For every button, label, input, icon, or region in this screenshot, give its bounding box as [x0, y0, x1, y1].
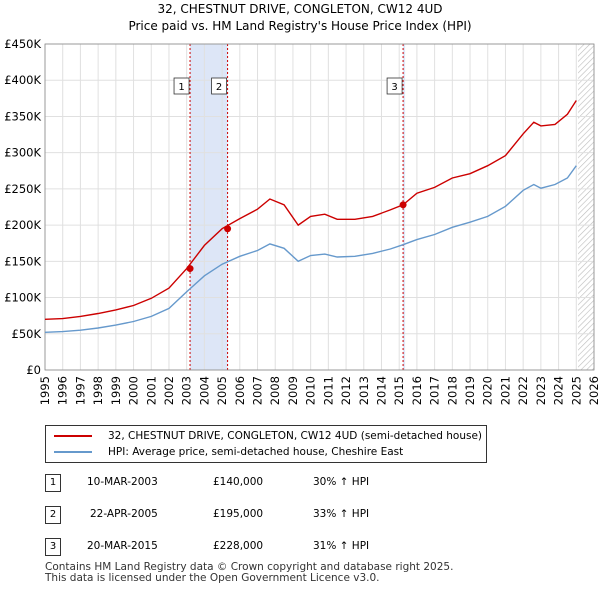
x-tick-label: 2007	[251, 376, 265, 405]
y-tick-label: £150K	[4, 254, 41, 268]
transaction-date: 20-MAR-2015	[87, 540, 158, 552]
x-tick-label: 2026	[587, 376, 600, 405]
footer-copyright: Contains HM Land Registry data © Crown c…	[45, 561, 454, 573]
legend-swatch-property	[54, 435, 92, 437]
legend-label-hpi: HPI: Average price, semi-detached house,…	[108, 446, 404, 458]
transaction-number: 2	[45, 506, 61, 524]
transaction-label-box	[173, 77, 190, 95]
y-tick-label: £50K	[12, 327, 42, 341]
transaction-date: 10-MAR-2003	[87, 476, 158, 488]
transaction-label-box	[211, 77, 227, 95]
legend-item-property: 32, CHESTNUT DRIVE, CONGLETON, CW12 4UD …	[54, 429, 482, 443]
x-tick-label: 2002	[162, 376, 176, 405]
plot-frame	[44, 43, 595, 371]
legend-item-hpi: HPI: Average price, semi-detached house,…	[54, 445, 403, 459]
transaction-hpi: 33% ↑ HPI	[313, 508, 370, 520]
series-line	[44, 100, 577, 320]
footer: Contains HM Land Registry data © Crown c…	[45, 562, 453, 584]
x-tick-label: 2014	[374, 376, 388, 405]
y-tick-label: £350K	[4, 109, 41, 123]
y-tick-label: £100K	[4, 291, 41, 305]
x-tick-label: 2019	[463, 376, 477, 405]
x-tick-label: 2018	[445, 376, 459, 405]
transaction-number: 1	[45, 474, 61, 492]
transaction-label: 1	[178, 82, 184, 93]
y-tick-label: £400K	[4, 73, 41, 87]
x-tick-label: 2005	[215, 376, 229, 405]
x-tick-label: 1999	[109, 376, 123, 405]
x-tick-label: 1995	[38, 376, 52, 405]
future-hatch	[578, 44, 594, 370]
y-tick-label: £200K	[4, 218, 41, 232]
x-tick-label: 2016	[410, 376, 424, 405]
chart-subtitle: Price paid vs. HM Land Registry's House …	[128, 19, 472, 33]
transaction-hpi: 31% ↑ HPI	[313, 540, 370, 552]
series-line	[44, 165, 577, 333]
transaction-label: 2	[216, 82, 222, 93]
transaction-price: £140,000	[213, 476, 264, 488]
x-tick-label: 2001	[144, 376, 158, 405]
y-tick-label: £300K	[4, 146, 41, 160]
transaction-label: 3	[391, 82, 397, 93]
x-tick-label: 2022	[516, 376, 530, 405]
transaction-label-box	[386, 77, 403, 95]
x-tick-label: 1996	[56, 376, 70, 405]
x-tick-label: 2010	[304, 376, 318, 405]
shaded-period	[190, 44, 228, 370]
x-tick-label: 2006	[233, 376, 247, 405]
x-tick-label: 2020	[481, 376, 495, 405]
plot-area	[45, 44, 594, 370]
legend-swatch-hpi	[54, 451, 92, 453]
chart-title: 32, CHESTNUT DRIVE, CONGLETON, CW12 4UD	[157, 2, 443, 16]
transaction-date: 22-APR-2005	[90, 508, 158, 520]
footer-licence: This data is licensed under the Open Gov…	[45, 572, 380, 584]
y-tick-label: £450K	[4, 37, 41, 51]
x-tick-label: 2009	[286, 376, 300, 405]
legend-label-property: 32, CHESTNUT DRIVE, CONGLETON, CW12 4UD …	[108, 430, 483, 442]
x-tick-label: 2012	[339, 376, 353, 405]
legend: 32, CHESTNUT DRIVE, CONGLETON, CW12 4UD …	[45, 425, 487, 463]
price-chart: 1 2 3 £0 £50K £100K £150K £200K £250K £300K £350K £…	[4, 37, 600, 405]
y-tick-label: £250K	[4, 182, 41, 196]
x-tick-label: 2004	[197, 376, 211, 405]
x-tick-label: 2021	[498, 376, 512, 405]
x-tick-label: 2025	[569, 376, 583, 405]
transaction-point	[186, 265, 194, 273]
transaction-hpi: 30% ↑ HPI	[313, 476, 370, 488]
x-tick-label: 1998	[91, 376, 105, 405]
x-tick-label: 1997	[73, 376, 87, 405]
x-tick-label: 2015	[392, 376, 406, 405]
x-tick-label: 2008	[268, 376, 282, 405]
x-tick-label: 2023	[534, 376, 548, 405]
y-tick-label: £0	[26, 363, 41, 377]
x-tick-label: 2017	[428, 376, 442, 405]
transaction-point	[399, 201, 407, 209]
transaction-price: £195,000	[213, 508, 264, 520]
transaction-price: £228,000	[213, 540, 264, 552]
x-tick-label: 2000	[127, 376, 141, 405]
x-tick-label: 2011	[321, 376, 335, 405]
x-tick-label: 2024	[552, 376, 566, 405]
x-tick-label: 2013	[357, 376, 371, 405]
transaction-number: 3	[45, 538, 61, 556]
x-tick-label: 2003	[180, 376, 194, 405]
transaction-point	[224, 225, 232, 233]
